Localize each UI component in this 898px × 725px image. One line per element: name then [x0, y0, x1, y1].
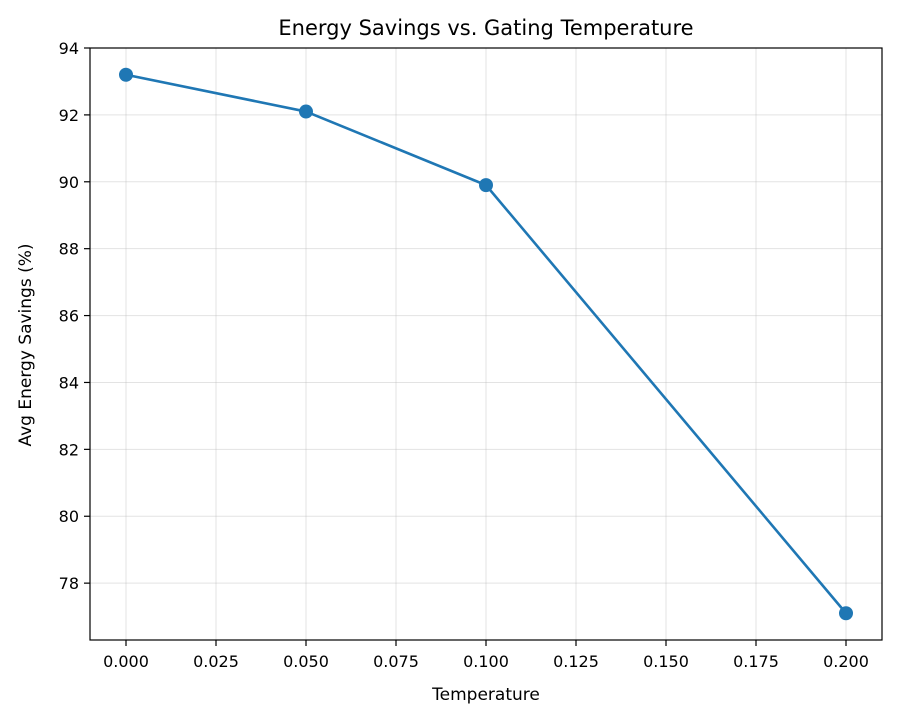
x-tick-label: 0.075	[373, 652, 419, 671]
x-tick-label: 0.025	[193, 652, 239, 671]
y-tick-label: 94	[59, 39, 79, 58]
x-tick-label: 0.200	[823, 652, 869, 671]
x-tick-label: 0.175	[733, 652, 779, 671]
x-tick-label: 0.125	[553, 652, 599, 671]
y-axis-label: Avg Energy Savings (%)	[16, 243, 36, 446]
y-tick-label: 80	[59, 507, 79, 526]
x-tick-label: 0.000	[103, 652, 149, 671]
y-tick-label: 86	[59, 307, 79, 326]
series-line	[125, 73, 847, 615]
chart-title: Energy Savings vs. Gating Temperature	[278, 16, 693, 40]
x-axis-label: Temperature	[431, 685, 540, 705]
y-tick-label: 82	[59, 440, 79, 459]
data-point	[299, 104, 313, 119]
data-point	[479, 178, 493, 193]
x-axis: 0.000 0.025 0.050 0.075 0.100 0.125 0.150 0.175…	[103, 640, 869, 671]
x-tick-label: 0.150	[643, 652, 689, 671]
y-tick-label: 90	[59, 173, 79, 192]
x-tick-label: 0.050	[283, 652, 329, 671]
y-tick-label: 78	[59, 574, 79, 593]
data-point	[839, 606, 853, 621]
y-tick-label: 84	[59, 373, 79, 392]
y-axis: 78 80 82 84 86 88 90 92 94	[59, 39, 90, 593]
y-tick-label: 92	[59, 106, 79, 125]
series-layer	[119, 67, 853, 621]
y-tick-label: 88	[59, 240, 79, 259]
x-tick-label: 0.100	[463, 652, 509, 671]
data-point	[119, 67, 133, 82]
